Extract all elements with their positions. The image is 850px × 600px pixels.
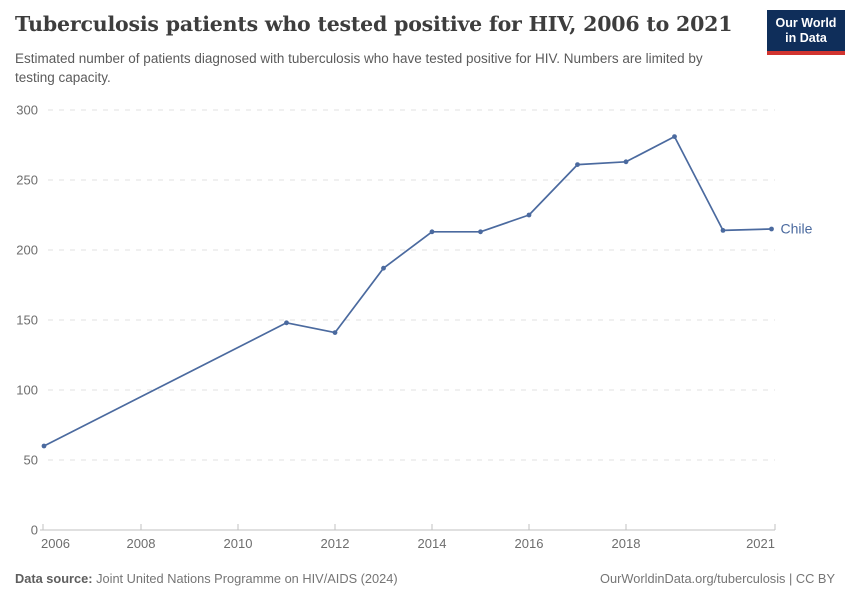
y-tick-label: 300 <box>16 103 38 118</box>
data-point[interactable] <box>332 330 338 335</box>
license-link[interactable]: OurWorldinData.org/tuberculosis | CC BY <box>600 571 835 586</box>
data-point[interactable] <box>672 134 677 140</box>
x-tick-label: 2008 <box>127 536 156 551</box>
y-tick-label: 50 <box>24 453 38 468</box>
owid-logo-line1: Our World <box>775 16 837 30</box>
data-point[interactable] <box>720 228 726 233</box>
y-tick-label: 150 <box>16 313 38 328</box>
chart-footer: Data source: Joint United Nations Progra… <box>15 571 835 586</box>
y-tick-label: 250 <box>16 173 38 188</box>
series-label[interactable]: Chile <box>781 221 813 237</box>
chart-title: Tuberculosis patients who tested positiv… <box>15 12 733 36</box>
x-tick-label: 2021 <box>746 536 775 551</box>
data-point[interactable] <box>478 229 483 235</box>
y-tick-label: 100 <box>16 383 38 398</box>
x-tick-label: 2018 <box>612 536 641 551</box>
data-point[interactable] <box>769 226 774 232</box>
data-point[interactable] <box>41 443 47 449</box>
chart-subtitle: Estimated number of patients diagnosed w… <box>15 51 703 85</box>
y-tick-label: 200 <box>16 243 38 258</box>
x-tick-label: 2016 <box>515 536 544 551</box>
x-tick-label: 2012 <box>321 536 350 551</box>
series-line[interactable] <box>43 135 773 447</box>
data-point[interactable] <box>526 212 532 218</box>
x-tick-label: 2010 <box>224 536 253 551</box>
data-point[interactable] <box>429 229 435 235</box>
owid-logo-line2: in Data <box>785 30 827 45</box>
x-tick-label: 2006 <box>41 536 70 551</box>
data-source-label: Data source: <box>15 571 93 586</box>
data-point[interactable] <box>284 320 289 326</box>
owid-logo[interactable]: Our World in Data <box>767 10 845 55</box>
data-point[interactable] <box>381 265 386 271</box>
data-point[interactable] <box>623 159 629 165</box>
data-source-text: Joint United Nations Programme on HIV/AI… <box>92 571 398 586</box>
y-tick-label: 0 <box>31 523 38 538</box>
data-point[interactable] <box>575 162 580 168</box>
x-tick-label: 2014 <box>418 536 447 551</box>
data-source: Data source: Joint United Nations Progra… <box>15 571 398 586</box>
owid-logo-red-bar <box>767 50 845 55</box>
owid-logo-text: Our World in Data <box>767 10 845 51</box>
